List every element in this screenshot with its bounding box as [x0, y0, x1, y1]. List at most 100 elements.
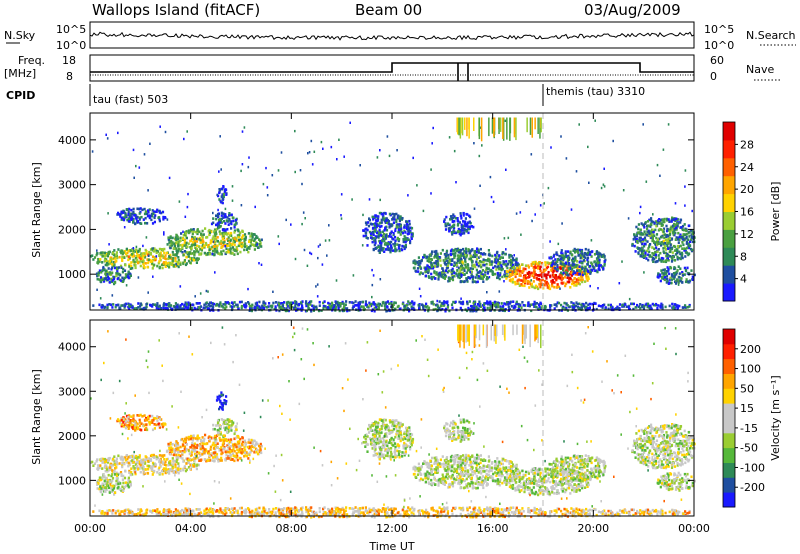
data-cell [673, 267, 676, 271]
data-cell [447, 261, 450, 265]
data-cell [672, 306, 675, 310]
data-cell [164, 460, 167, 464]
data-cell [229, 305, 232, 308]
data-cell [194, 464, 197, 468]
data-cell [114, 305, 117, 309]
data-cell [127, 258, 130, 262]
data-cell [134, 456, 137, 460]
data-cell [681, 241, 684, 244]
data-cell [147, 464, 150, 468]
data-cell [493, 300, 496, 304]
data-cell [453, 256, 456, 260]
data-cell [181, 307, 184, 310]
data-cell [376, 304, 379, 307]
data-cell [479, 305, 482, 308]
data-cell [661, 228, 664, 232]
data-cell [244, 236, 247, 239]
colorbar-swatch [723, 283, 735, 302]
data-cell [456, 224, 459, 227]
data-cell [151, 222, 155, 225]
data-cell [600, 186, 603, 190]
data-cell [468, 251, 472, 255]
data-cell [296, 307, 299, 311]
data-cell [561, 267, 565, 270]
data-cell [589, 268, 592, 272]
data-cell [165, 458, 168, 461]
data-cell [218, 170, 220, 173]
data-cell [553, 266, 557, 270]
data-cell [93, 462, 97, 465]
data-cell [691, 209, 693, 213]
data-cell [691, 230, 694, 233]
data-cell [643, 226, 646, 229]
data-cell [216, 251, 219, 254]
data-cell [663, 233, 667, 236]
data-cell [488, 117, 490, 137]
data-cell [138, 454, 141, 457]
data-cell [459, 269, 462, 272]
data-cell [560, 262, 563, 266]
data-cell [385, 225, 388, 229]
data-cell [398, 249, 401, 253]
data-cell [470, 259, 474, 263]
data-cell [467, 226, 470, 229]
data-cell [210, 230, 213, 234]
data-cell [528, 286, 531, 289]
data-cell [198, 230, 201, 234]
data-cell [204, 227, 207, 230]
data-cell [656, 238, 660, 241]
nave-tick-bottom: 0 [710, 70, 717, 83]
data-cell [243, 245, 247, 248]
data-cell [245, 248, 248, 251]
data-cell [374, 238, 377, 242]
data-cell [504, 263, 507, 266]
data-cell [581, 273, 584, 277]
data-cell [683, 266, 686, 270]
data-cell [123, 226, 126, 229]
data-cell [449, 215, 453, 218]
data-cell [230, 222, 233, 226]
data-cell [654, 256, 658, 259]
data-cell [245, 304, 248, 308]
data-cell [665, 248, 668, 251]
data-cell [115, 274, 118, 278]
data-cell [130, 264, 133, 268]
data-cell [127, 455, 130, 459]
data-cell [570, 274, 573, 277]
data-cell [461, 117, 464, 136]
data-cell [454, 251, 457, 255]
data-cell [247, 301, 250, 304]
data-cell [260, 263, 263, 266]
data-cell [189, 261, 192, 264]
data-cell [433, 256, 436, 259]
data-cell [136, 458, 139, 461]
data-cell [646, 302, 650, 306]
data-cell [655, 233, 659, 236]
data-cell [103, 251, 106, 255]
data-cell [340, 302, 343, 305]
data-cell [651, 257, 655, 260]
data-cell [483, 273, 486, 277]
data-cell [435, 249, 438, 253]
data-cell [364, 234, 367, 238]
data-cell [550, 255, 552, 259]
data-cell [139, 264, 142, 268]
data-cell [254, 205, 256, 209]
data-cell [650, 219, 653, 223]
data-cell [179, 285, 182, 288]
data-cell [185, 303, 189, 306]
data-cell [453, 215, 456, 218]
data-cell [134, 257, 137, 260]
data-cell [677, 236, 680, 240]
data-cell [604, 258, 607, 262]
data-cell [588, 181, 590, 184]
data-cell [253, 244, 256, 248]
data-cell [562, 263, 565, 266]
data-cell [676, 306, 679, 310]
data-cell [531, 285, 534, 289]
data-cell [612, 139, 614, 143]
data-cell [364, 221, 368, 224]
data-cell [159, 307, 162, 310]
data-cell [661, 258, 664, 262]
data-cell [243, 233, 247, 236]
